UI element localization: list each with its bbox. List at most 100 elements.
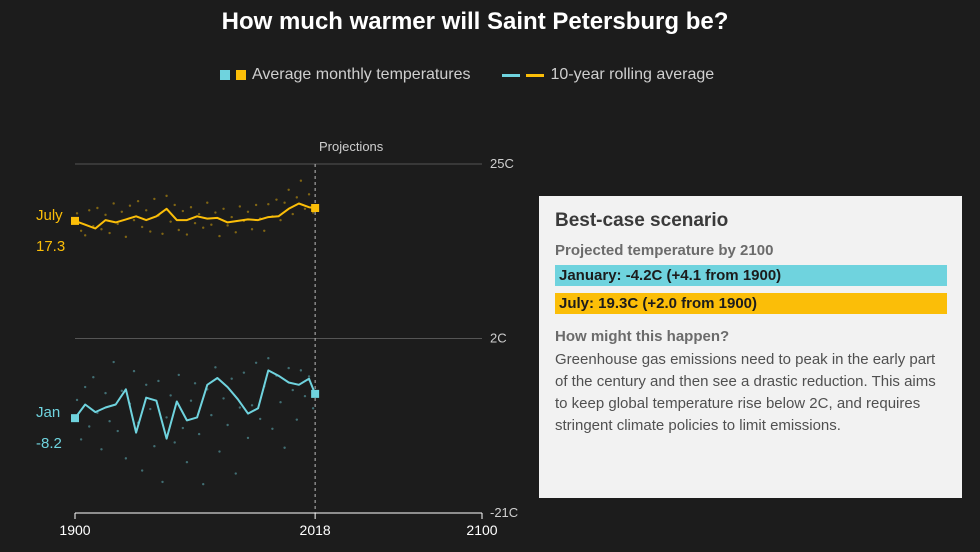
july-scatter-point bbox=[226, 224, 229, 227]
jan-scatter-point bbox=[279, 401, 282, 404]
chart-legend: Average monthly temperatures 10-year rol… bbox=[220, 66, 714, 84]
july-scatter-point bbox=[234, 231, 237, 234]
jan-scatter-point bbox=[177, 373, 180, 377]
jan-scatter-point bbox=[104, 391, 107, 395]
x-tick-label: 2018 bbox=[300, 522, 331, 538]
jan-scatter-point bbox=[267, 357, 270, 360]
jan-scatter-point bbox=[271, 427, 274, 430]
january-projection-bar: January: -4.2C (+4.1 from 1900) bbox=[555, 265, 947, 286]
july-scatter-point bbox=[132, 218, 136, 222]
jan-scatter-point bbox=[230, 377, 233, 380]
jan-scatter-point bbox=[250, 404, 254, 407]
july-scatter-point bbox=[202, 226, 205, 229]
july-scatter-point bbox=[173, 203, 176, 207]
july-end-marker bbox=[311, 204, 320, 213]
july-scatter-point bbox=[108, 231, 111, 235]
jan-scatter-point bbox=[299, 369, 303, 372]
x-tick-label: 2100 bbox=[466, 522, 497, 538]
jan-rolling-average-line bbox=[74, 369, 317, 440]
july-series-label: July bbox=[36, 207, 63, 224]
july-scatter-point bbox=[287, 188, 290, 191]
y-tick-label: 25C bbox=[490, 156, 514, 171]
july-scatter-point bbox=[283, 201, 286, 204]
july-scatter-point bbox=[112, 202, 115, 205]
july-scatter-point bbox=[100, 228, 103, 231]
legend-july-square-icon bbox=[236, 70, 246, 80]
jan-start-marker bbox=[71, 414, 79, 423]
jan-scatter-point bbox=[112, 360, 115, 364]
july-scatter-point bbox=[177, 228, 180, 232]
july-rolling-average-line bbox=[74, 202, 316, 230]
jan-scatter-point bbox=[189, 399, 193, 402]
jan-scatter-point bbox=[291, 388, 294, 392]
july-scatter-point bbox=[238, 205, 242, 208]
jan-scatter-point bbox=[210, 413, 213, 417]
line-layer bbox=[71, 202, 320, 440]
july-scatter-point bbox=[136, 199, 140, 203]
jan-scatter-point bbox=[100, 448, 103, 451]
jan-scatter-point bbox=[234, 472, 237, 475]
jan-scatter-point bbox=[185, 460, 189, 464]
july-scatter-point bbox=[165, 194, 168, 198]
july-scatter-point bbox=[124, 235, 128, 239]
july-scatter-point bbox=[181, 209, 185, 213]
july-scatter-point bbox=[210, 223, 213, 226]
legend-line: 10-year rolling average bbox=[502, 66, 714, 84]
july-scatter-point bbox=[140, 225, 144, 229]
panel-question: How might this happen? bbox=[555, 328, 730, 345]
temperature-chart: 25C 2C -21C 1900 2018 2100 Projections July 17.… bbox=[36, 139, 518, 538]
july-scatter-point bbox=[291, 212, 294, 216]
jan-scatter-point bbox=[88, 425, 91, 428]
july-scatter-point bbox=[218, 234, 221, 238]
july-projection-bar: July: 19.3C (+2.0 from 1900) bbox=[555, 293, 947, 314]
jan-scatter-point bbox=[311, 407, 315, 410]
jan-scatter-point bbox=[120, 389, 124, 393]
legend-points-label: Average monthly temperatures bbox=[252, 66, 471, 83]
jan-scatter-point bbox=[132, 369, 136, 373]
jan-series-label: Jan bbox=[36, 404, 60, 421]
jan-scatter-point bbox=[226, 423, 229, 427]
july-scatter-point bbox=[214, 211, 217, 214]
jan-scatter-point bbox=[307, 375, 311, 378]
jan-scatter-point bbox=[283, 446, 286, 449]
july-scatter-point bbox=[120, 210, 124, 213]
jan-scatter-point bbox=[295, 418, 299, 421]
panel-heading: Best-case scenario bbox=[555, 210, 729, 231]
jan-scatter-point bbox=[214, 366, 217, 369]
july-scatter-point bbox=[96, 206, 99, 210]
july-scatter-point bbox=[279, 218, 282, 222]
july-scatter-point bbox=[267, 203, 270, 206]
july-scatter-point bbox=[193, 221, 197, 225]
jan-scatter-point bbox=[173, 441, 176, 444]
july-scatter-point bbox=[263, 229, 266, 232]
jan-scatter-point bbox=[157, 379, 160, 383]
jan-scatter-point bbox=[124, 457, 128, 460]
july-start-value-label: 17.3 bbox=[36, 238, 65, 255]
jan-scatter-point bbox=[197, 432, 201, 436]
panel-subheading: Projected temperature by 2100 bbox=[555, 242, 774, 259]
jan-scatter-point bbox=[79, 438, 83, 441]
jan-scatter-point bbox=[222, 397, 225, 400]
july-scatter-point bbox=[116, 222, 119, 226]
jan-scatter-point bbox=[242, 371, 246, 374]
july-scatter-point bbox=[222, 207, 225, 210]
jan-scatter-point bbox=[303, 394, 307, 398]
jan-scatter-point bbox=[153, 445, 156, 448]
x-tick-label: 1900 bbox=[59, 522, 90, 538]
jan-scatter-point bbox=[116, 429, 119, 433]
july-scatter-point bbox=[128, 204, 132, 207]
july-scatter-point bbox=[197, 212, 201, 216]
july-scatter-point bbox=[206, 201, 209, 204]
jan-scatter-point bbox=[258, 417, 262, 421]
july-scatter-point bbox=[275, 198, 278, 201]
july-scatter-point bbox=[104, 213, 107, 217]
jan-scatter-point bbox=[165, 416, 168, 419]
july-scatter-point bbox=[83, 234, 87, 237]
jan-scatter-point bbox=[108, 419, 111, 423]
jan-scatter-point bbox=[149, 407, 152, 411]
panel-body: Greenhouse gas emissions need to peak in… bbox=[555, 351, 936, 434]
july-start-marker bbox=[71, 216, 79, 225]
jan-scatter-point bbox=[202, 482, 205, 486]
scenario-panel: Best-case scenario Projected temperature… bbox=[539, 196, 962, 498]
july-scatter-point bbox=[299, 179, 303, 182]
